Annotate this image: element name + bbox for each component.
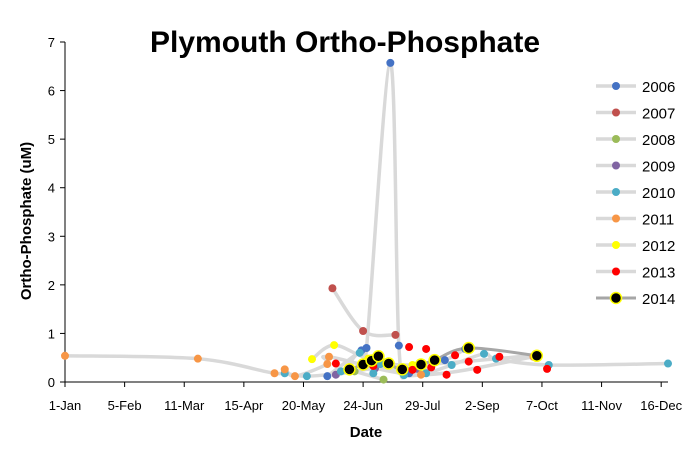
data-point-2013 [442,370,451,379]
x-tick-label: 24-Jun [343,398,383,413]
data-point-2006 [362,344,371,352]
data-point-2013 [473,365,482,374]
legend-marker-2012 [612,241,620,249]
data-point-2011 [61,351,69,360]
data-point-2014 [382,357,395,370]
x-tick-label: 29-Jul [405,398,441,413]
legend-marker-2011 [612,214,620,223]
data-point-2013 [543,364,552,373]
data-point-2014 [343,363,356,376]
data-point-2014 [414,358,428,371]
data-point-2014 [396,363,409,376]
legend-marker-2013 [612,267,620,276]
x-tick-label: 11-Nov [581,398,622,413]
data-point-2013 [405,343,414,352]
legend-label-2010: 2010 [642,185,675,202]
data-point-2013 [422,344,431,353]
legend-label-2013: 2013 [642,265,675,282]
data-point-2010 [302,372,311,381]
data-point-2013 [495,352,504,361]
x-tick-label: 16-Dec [640,398,682,413]
legend-marker-2010 [612,188,620,196]
data-point-2011 [325,352,334,361]
data-point-2006 [323,372,332,381]
data-point-2010 [664,359,672,368]
data-point-2007 [328,284,337,293]
data-point-2012 [330,341,339,350]
chart-title: Plymouth Ortho-Phosphate [150,26,540,59]
legend-marker-2008 [612,135,620,143]
data-point-2010 [336,367,345,376]
y-tick-label: 5 [48,132,55,147]
x-tick-label: 5-Feb [108,398,142,413]
x-axis-title: Date [350,424,383,441]
data-point-2013 [331,359,340,368]
data-point-2011 [280,365,289,374]
legend-marker-2006 [612,82,620,90]
data-point-2010 [355,348,364,357]
data-point-2014 [462,341,475,355]
y-tick-label: 7 [48,35,55,50]
y-tick-label: 6 [48,84,55,99]
data-point-2010 [447,361,456,369]
data-point-2007 [359,327,368,335]
y-tick-label: 1 [48,326,55,341]
y-tick-label: 2 [48,278,55,293]
y-tick-label: 4 [48,181,55,196]
y-tick-label: 3 [48,229,55,244]
data-point-2014 [428,353,441,367]
legend-label-2012: 2012 [642,238,675,255]
data-point-2013 [451,351,460,360]
y-tick-label: 0 [48,375,55,390]
data-point-2011 [323,360,332,369]
data-point-2014 [530,349,544,363]
legend-label-2011: 2011 [642,212,674,229]
data-point-2011 [417,370,426,379]
legend-label-2009: 2009 [642,159,675,176]
data-point-2010 [480,349,489,358]
legend-label-2006: 2006 [642,79,675,96]
data-point-2013 [408,365,417,374]
legend: 2006 2007 2008 2009 2010 2011 2012 2013 2014 [596,79,675,308]
data-point-2011 [270,369,279,378]
data-point-2011 [290,372,299,381]
data-point-2007 [391,330,400,339]
data-point-2011 [193,354,202,363]
x-tick-label: 2-Sep [465,398,500,413]
plot-area: 0 1 2 3 4 5 6 7 1-Jan 5-Feb 11-Mar 15-Apr 20-May 24-J… [48,35,683,413]
data-point-2012 [307,355,316,364]
y-axis-title: Ortho-Phosphate (uM) [18,142,35,300]
data-point-2006 [394,341,403,350]
legend-label-2014: 2014 [642,291,675,308]
legend-marker-2007 [612,108,620,117]
x-tick-label: 20-May [282,398,326,413]
data-point-2014 [372,350,385,363]
legend-label-2008: 2008 [642,132,675,149]
data-point-2013 [464,357,473,366]
legend-label-2007: 2007 [642,106,675,123]
legend-marker-2014 [609,291,623,305]
x-tick-label: 11-Mar [164,398,205,413]
data-point-2008 [379,375,388,384]
data-point-2010 [369,369,378,378]
x-tick-label: 1-Jan [49,398,82,413]
legend-marker-2009 [612,161,620,170]
data-point-2006 [440,356,449,365]
data-point-2006 [386,58,395,67]
x-tick-label: 15-Apr [224,398,264,413]
x-tick-label: 7-Oct [526,398,558,413]
